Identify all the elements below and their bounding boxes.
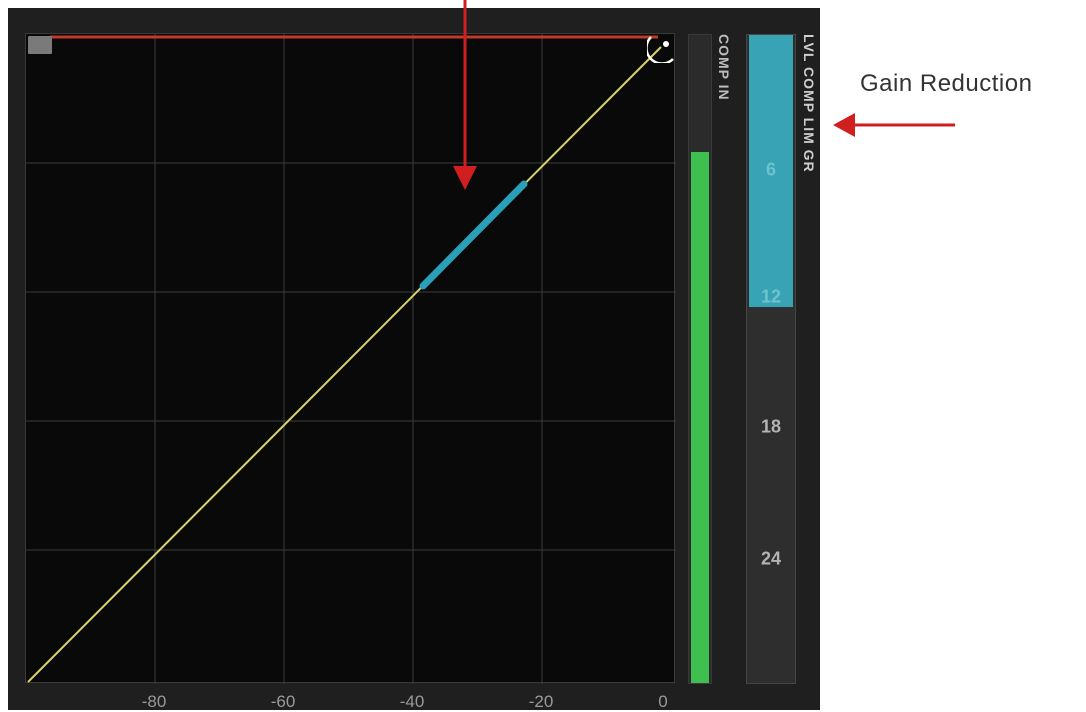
gain-reduction-annotation: Gain Reduction bbox=[860, 70, 1032, 98]
left-arrow-icon bbox=[833, 113, 955, 137]
down-arrow-icon bbox=[453, 0, 477, 190]
